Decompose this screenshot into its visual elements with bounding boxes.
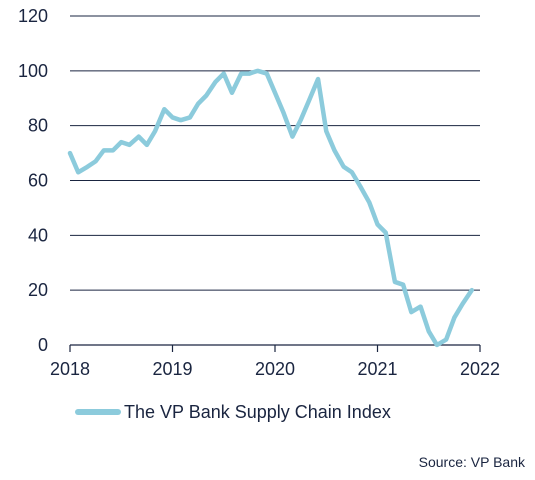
series-lines bbox=[67, 68, 475, 348]
y-tick-label: 20 bbox=[28, 280, 48, 300]
y-tick-label: 60 bbox=[28, 171, 48, 191]
axes: 0 20 40 60 80 100 120 2018 2019 2020 2021 2022 bbox=[18, 6, 500, 379]
x-tick-label: 2018 bbox=[50, 359, 90, 379]
x-tick-label: 2021 bbox=[357, 359, 397, 379]
x-tick-label: 2020 bbox=[255, 359, 295, 379]
gridlines bbox=[70, 15, 480, 291]
series-line bbox=[67, 68, 475, 348]
source-note: Source: VP Bank bbox=[418, 454, 525, 470]
y-tick-label: 100 bbox=[18, 61, 48, 81]
y-tick-label: 120 bbox=[18, 6, 48, 26]
y-tick-label: 0 bbox=[38, 335, 48, 355]
y-tick-label: 80 bbox=[28, 116, 48, 136]
x-tick-label: 2022 bbox=[460, 359, 500, 379]
y-tick-label: 40 bbox=[28, 225, 48, 245]
legend-label: The VP Bank Supply Chain Index bbox=[124, 402, 391, 422]
legend: The VP Bank Supply Chain Index bbox=[75, 402, 391, 422]
x-tick-label: 2019 bbox=[152, 359, 192, 379]
